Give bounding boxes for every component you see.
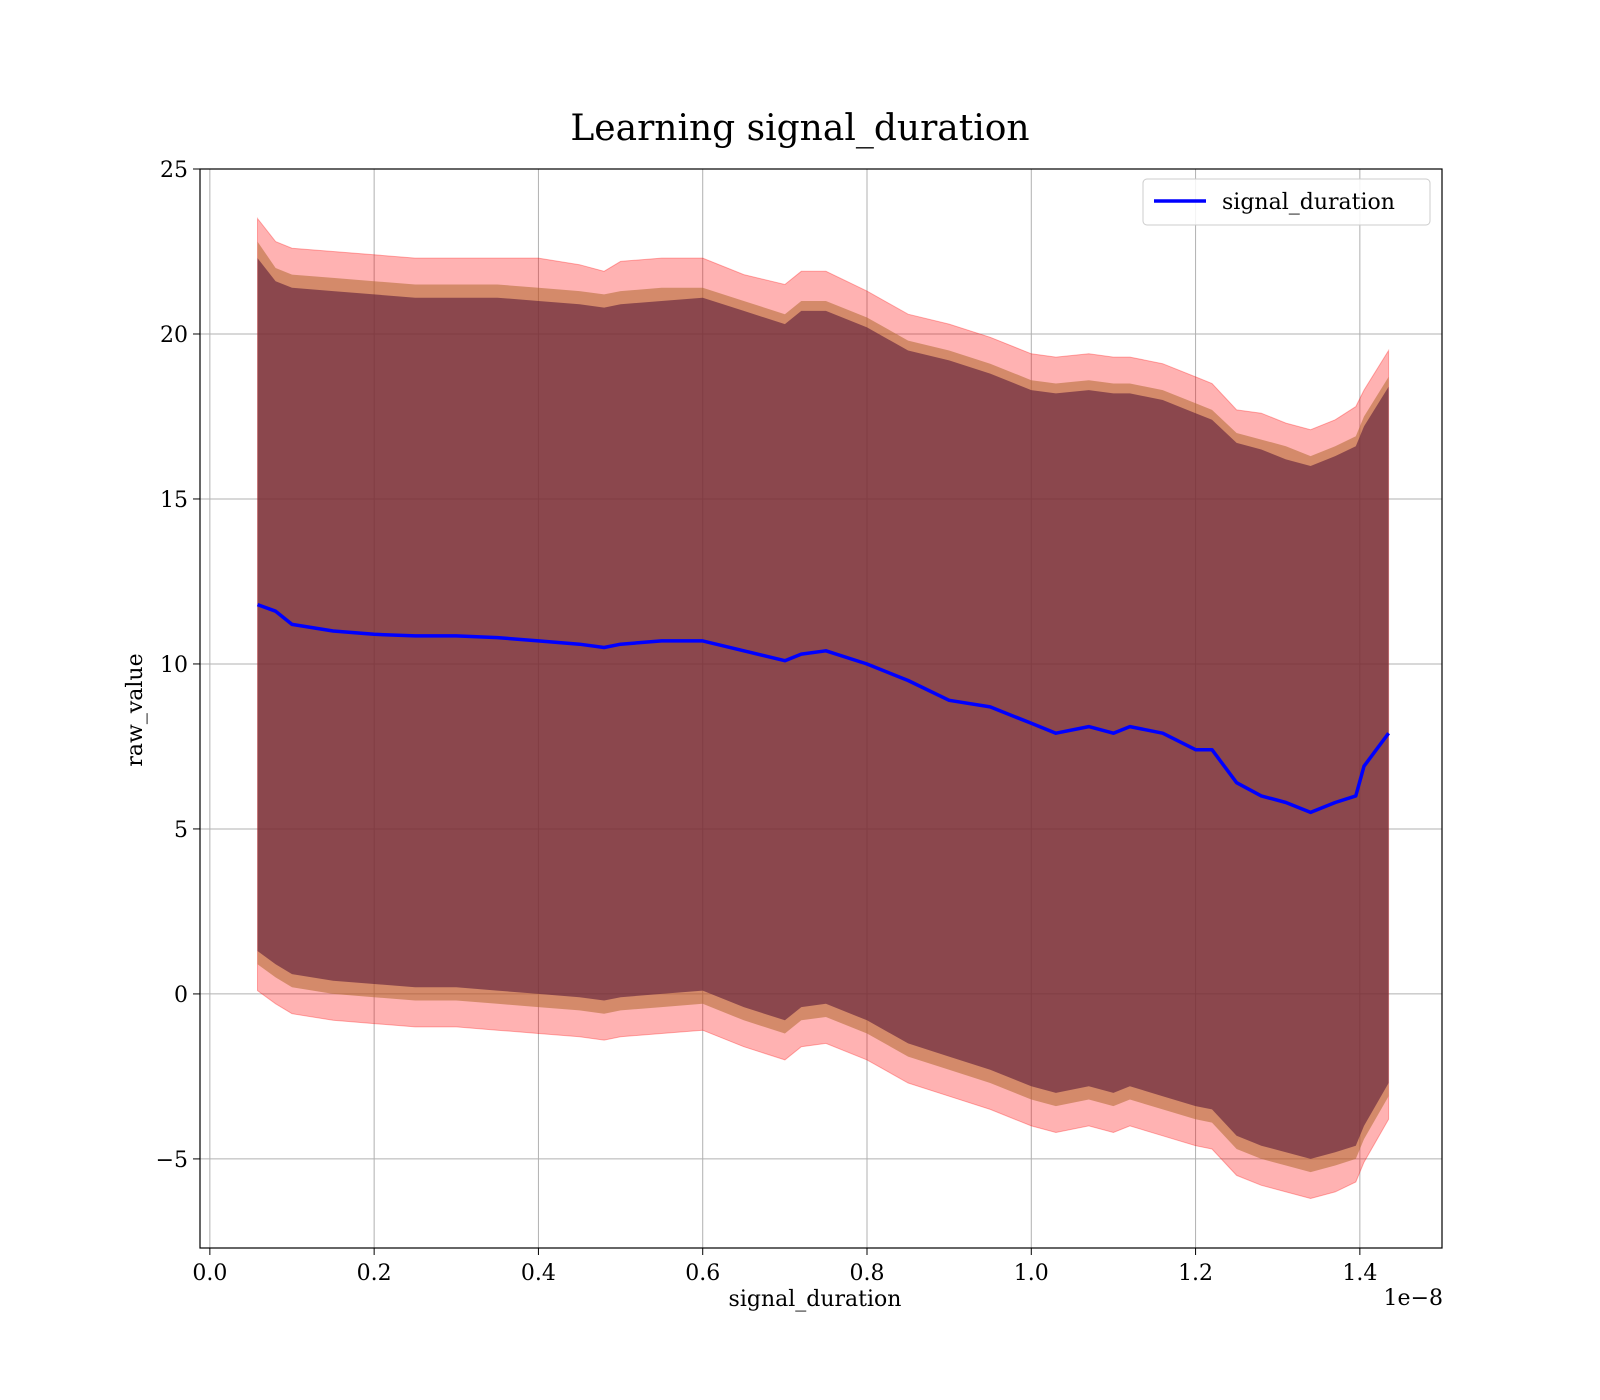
- band-inner: [257, 258, 1389, 1159]
- x-tick-label-3: 0.6: [685, 1261, 720, 1286]
- y-axis-label: raw_value: [123, 653, 148, 766]
- y-tick-label-3: 10: [160, 653, 188, 678]
- y-axis-ticks: −5 0 5 10 15 20 25: [156, 158, 200, 1173]
- y-tick-label-1: 0: [174, 983, 188, 1008]
- chart-title: Learning signal_duration: [570, 108, 1029, 149]
- legend-label-signal-duration: signal_duration: [1222, 190, 1395, 215]
- x-tick-label-5: 1.0: [1014, 1261, 1049, 1286]
- series-line-signal-duration: [256, 602, 1391, 815]
- y-tick-label-0: −5: [156, 1148, 188, 1173]
- plot-frame: [199, 168, 1443, 1249]
- x-tick-label-4: 0.8: [850, 1261, 885, 1286]
- x-tick-label-0: 0.0: [192, 1261, 227, 1286]
- y-tick-label-5: 20: [160, 323, 188, 348]
- y-tick-label-4: 15: [160, 488, 188, 513]
- y-tick-label-2: 5: [174, 818, 188, 843]
- x-tick-label-6: 1.2: [1178, 1261, 1213, 1286]
- x-axis-ticks: 0.0 0.2 0.4 0.6 0.8 1.0 1.2 1.4: [192, 1248, 1377, 1286]
- series-lines: [256, 602, 1391, 815]
- x-axis-label: signal_duration: [729, 1287, 902, 1312]
- x-axis-offset-label: 1e−8: [1384, 1286, 1443, 1311]
- confidence-bands: [257, 217, 1390, 1200]
- y-tick-label-6: 25: [160, 158, 188, 183]
- x-tick-label-1: 0.2: [357, 1261, 392, 1286]
- x-tick-label-2: 0.4: [521, 1261, 556, 1286]
- legend-box: [1142, 178, 1431, 226]
- x-tick-label-7: 1.4: [1342, 1261, 1377, 1286]
- legend: signal_duration: [1142, 178, 1431, 226]
